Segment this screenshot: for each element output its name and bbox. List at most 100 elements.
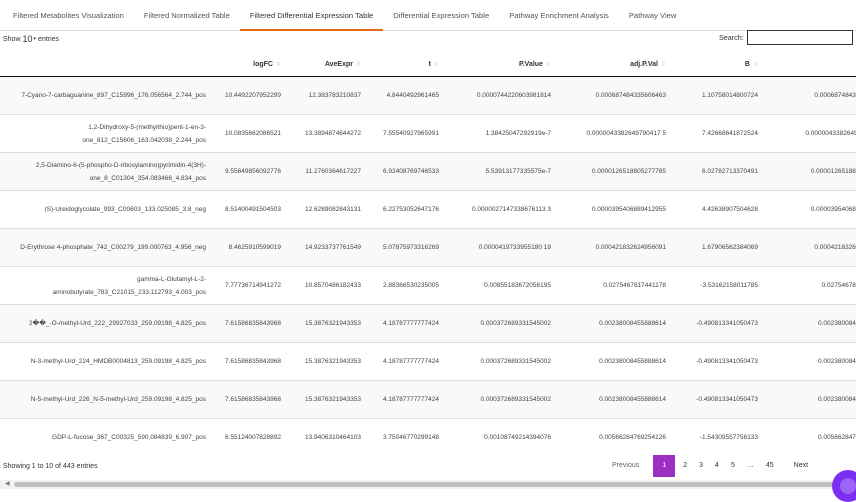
sort-icon: ⇳	[660, 61, 666, 68]
table-row: GDP-L-fucose_367_C00325_590.084839_6.907…	[0, 418, 856, 456]
page-button-5[interactable]: 5	[730, 462, 735, 469]
table-row: 2,5-Diamino-6-(5-phospho-D-ribosylamino)…	[0, 152, 856, 191]
metabolite-name-cell: gamma-L-Glutamyl-L-2-aminobutyrate_783_C…	[0, 266, 210, 305]
table-row: 1,2-Dihydroxy-5-(methylthio)pent-1-en-3-…	[0, 114, 856, 153]
differential-expression-table: logFC⇳AveExpr⇳t⇳P.Value⇳adj.P.Val⇳B⇳I 7-…	[0, 52, 856, 456]
page-button-3[interactable]: 3	[699, 462, 704, 469]
table-cell: 0.0000043382649790 4	[764, 114, 856, 153]
table-cell: 7.77736714941272	[210, 266, 287, 305]
chat-icon[interactable]	[832, 470, 856, 502]
table-cell: 8.4625910599019	[210, 228, 287, 267]
table-cell: 8.51400491504503	[210, 190, 287, 229]
table-cell: 3.75046770299148	[367, 418, 445, 456]
table-cell: 0.0275467817441178	[557, 266, 672, 305]
table-cell: 15.3876321943353	[287, 342, 367, 381]
tab-filtered-differential-expression-table[interactable]: Filtered Differential Expression Table	[239, 11, 384, 31]
previous-page-button[interactable]: Previous	[612, 462, 640, 469]
search-input[interactable]	[746, 30, 853, 45]
metabolite-name-cell: GDP-L-fucose_367_C00325_590.084839_6.907…	[0, 418, 210, 456]
table-cell: 9.55649856092776	[210, 152, 287, 191]
column-header-label: t	[428, 60, 431, 68]
next-page-button[interactable]: Next	[793, 462, 809, 469]
table-cell: 1.67906562384069	[672, 228, 764, 267]
table-cell: -0.490813341050473	[672, 304, 764, 343]
page-button-2[interactable]: 2	[683, 462, 688, 469]
table-row: D-Erythrose 4-phosphate_742_C00279_199.0…	[0, 228, 856, 267]
search-label: Search:	[719, 33, 744, 42]
tab-pathway-view[interactable]: Pathway View	[628, 11, 677, 20]
table-cell: 6.02782713370491	[672, 152, 764, 191]
table-cell: 1.10758014800724	[672, 76, 764, 115]
metabolite-name-cell: N-5-methyl-Urd_226_N-5-methyl-Urd_259.09…	[0, 380, 210, 419]
column-header[interactable]: B ⇳	[672, 52, 764, 77]
table-cell: 0.000421832624956	[764, 228, 856, 267]
pagination: Previous 1 2 3 4 5… 45 Next	[600, 455, 814, 477]
table-cell: 0.00238008455888614	[557, 304, 672, 343]
table-cell: 5.53913177335575e-7	[445, 152, 557, 191]
table-cell: 1.38425047292919e-7	[445, 114, 557, 153]
entries-select[interactable]: 10 ▾	[23, 34, 37, 44]
tab-differential-expression-table[interactable]: Differential Expression Table	[393, 11, 490, 20]
table-cell: 12.6289082843131	[287, 190, 367, 229]
table-cell: 7.55540927965991	[367, 114, 445, 153]
horizontal-scrollbar[interactable]: ◀	[0, 480, 840, 489]
pagination-ellipsis: …	[746, 462, 754, 469]
scrollbar-thumb[interactable]	[14, 482, 837, 487]
column-header[interactable]: logFC ⇳	[210, 52, 287, 77]
table-cell: 15.3876321943353	[287, 380, 367, 419]
column-header[interactable]: P.Value ⇳	[445, 52, 557, 77]
metabolite-name-cell: 2��_-O-methyl-Urd_222_29927033_259.09198…	[0, 304, 210, 343]
table-row: 7-Cyano-7-carbaguanine_897_C15996_176.05…	[0, 76, 856, 115]
column-header[interactable]: AveExpr ⇳	[287, 52, 367, 77]
column-header[interactable]: t ⇳	[367, 52, 445, 77]
table-cell: 0.0000027147338676113 3	[445, 190, 557, 229]
column-header-label: B	[744, 60, 750, 68]
table-container: logFC⇳AveExpr⇳t⇳P.Value⇳adj.P.Val⇳B⇳I 7-…	[0, 52, 856, 459]
page-button-45[interactable]: 45	[765, 462, 774, 469]
tab-bar: Filtered Metabolites Visualization Filter…	[0, 0, 856, 31]
table-body: 7-Cyano-7-carbaguanine_897_C15996_176.05…	[0, 76, 856, 456]
sort-icon: ⇳	[355, 61, 361, 68]
table-cell: -0.490813341050473	[672, 342, 764, 381]
column-header-label: P.Value	[518, 60, 543, 68]
metabolite-name-cell: (S)-Ureidoglycolate_993_C00603_133.02508…	[0, 190, 210, 229]
tab-pathway-enrichment-analysis[interactable]: Pathway Enrichment Analysis	[509, 11, 609, 20]
metabolite-name-cell: 2,5-Diamino-6-(5-phospho-D-ribosylamino)…	[0, 152, 210, 191]
metabolite-name-cell: 7-Cyano-7-carbaguanine_897_C15996_176.05…	[0, 76, 210, 115]
table-row: 2��_-O-methyl-Urd_222_29927033_259.09198…	[0, 304, 856, 343]
table-cell: 0.0000043382649790417 5	[557, 114, 672, 153]
table-cell: 5.07875973316269	[367, 228, 445, 267]
table-cell: 7.42668641872524	[672, 114, 764, 153]
sort-icon: ⇳	[545, 61, 551, 68]
tab-filtered-metabolites-visualization[interactable]: Filtered Metabolites Visualization	[13, 11, 124, 20]
page-button-4[interactable]: 4	[715, 462, 719, 469]
table-cell: 13.3894874644272	[287, 114, 367, 153]
sort-icon: ⇳	[752, 61, 758, 68]
table-cell: 2.88366530235005	[367, 266, 445, 305]
table-cell: 0.00238008455888614	[557, 380, 672, 419]
table-cell: 0.00238008455888614	[557, 342, 672, 381]
column-header	[0, 52, 210, 77]
metabolite-name-cell: N-3-methyl-Urd_224_HMDB0004813_259.09198…	[0, 342, 210, 381]
table-cell: 14.9233737761549	[287, 228, 367, 267]
table-row: N-5-methyl-Urd_226_N-5-methyl-Urd_259.09…	[0, 380, 856, 419]
table-cell: 6.55124007828892	[210, 418, 287, 456]
entries-select-value: 10	[22, 34, 33, 44]
page-button-1[interactable]: 1	[653, 455, 676, 477]
sort-icon: ⇳	[275, 61, 281, 68]
table-cell: 0.0000395406889412955	[557, 190, 672, 229]
table-cell: 0.000687484335606463	[557, 76, 672, 115]
table-cell: -3.53162158011785	[672, 266, 764, 305]
table-cell: 0.00108749214394076	[445, 418, 557, 456]
table-header-row: logFC⇳AveExpr⇳t⇳P.Value⇳adj.P.Val⇳B⇳I	[0, 52, 856, 77]
table-row: gamma-L-Glutamyl-L-2-aminobutyrate_783_C…	[0, 266, 856, 305]
table-cell: 0.000372689331545002	[445, 342, 557, 381]
show-entries-control: Show 10 ▾ entries	[3, 34, 59, 44]
table-cell: 0.000421832624956091	[557, 228, 672, 267]
column-header[interactable]: I	[764, 52, 856, 77]
column-header[interactable]: adj.P.Val ⇳	[557, 52, 672, 77]
chevron-down-icon: ▾	[33, 36, 37, 42]
show-label: Show	[3, 35, 21, 43]
scroll-left-icon[interactable]: ◀	[5, 481, 10, 487]
tab-filtered-normalized-table[interactable]: Filtered Normalized Table	[143, 11, 230, 20]
